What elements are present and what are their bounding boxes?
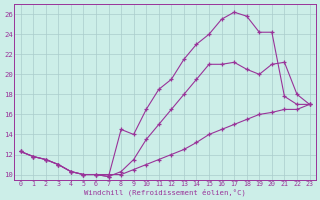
X-axis label: Windchill (Refroidissement éolien,°C): Windchill (Refroidissement éolien,°C) xyxy=(84,188,246,196)
